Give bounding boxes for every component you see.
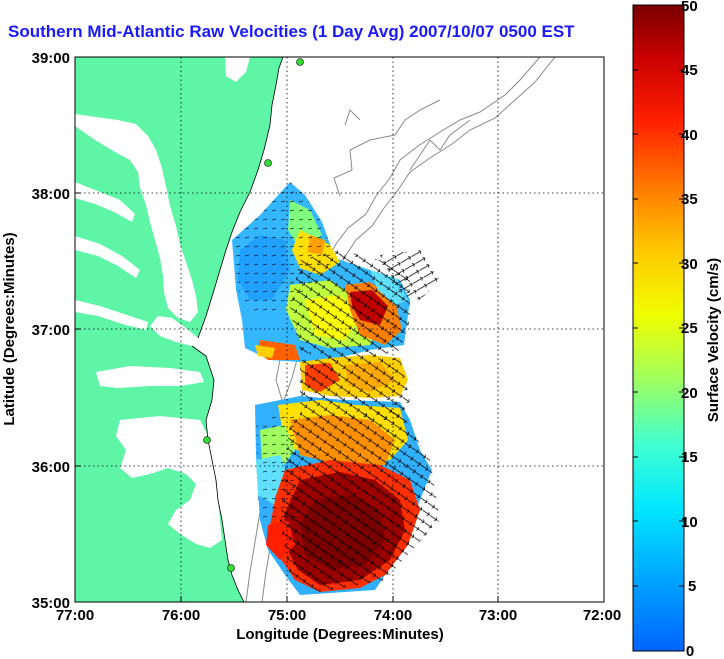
colorbar xyxy=(632,4,685,652)
colorbar-tick-label: 40 xyxy=(681,127,698,144)
x-tick-label: 74:00 xyxy=(374,607,412,624)
x-tick-label: 77:00 xyxy=(56,607,94,624)
y-tick-label: 37:00 xyxy=(32,322,70,339)
colorbar-tick-label: 0 xyxy=(686,643,694,659)
colorbar-ticks xyxy=(633,4,684,587)
x-tick-label: 75:00 xyxy=(268,607,306,624)
colorbar-tick-label: 25 xyxy=(681,320,698,337)
albemarle-sound xyxy=(96,366,204,388)
colorbar-tick-label: 15 xyxy=(681,449,698,466)
colorbar-tick-label: 20 xyxy=(681,385,698,402)
grid-lines xyxy=(75,57,604,602)
rappahannock-river xyxy=(75,236,140,278)
potomac-river xyxy=(75,182,135,222)
velocity-vectors-south xyxy=(280,410,440,592)
velocity-vectors-band xyxy=(300,358,410,420)
velocity-vectors-mid xyxy=(290,250,410,362)
y-tick-label: 36:00 xyxy=(32,459,70,476)
title-clip: Southern Mid-Atlantic Raw Velocities (1 … xyxy=(0,0,630,50)
x-tick-label: 76:00 xyxy=(162,607,200,624)
james-river xyxy=(75,300,148,330)
colorbar-tick-label: 50 xyxy=(681,0,698,15)
pamlico-sound xyxy=(116,416,222,548)
y-axis-label: Latitude (Degrees:Minutes) xyxy=(1,232,18,425)
y-tick-label: 38:00 xyxy=(32,186,70,203)
delaware-bay xyxy=(225,57,250,82)
chesapeake-bay xyxy=(75,114,198,322)
x-axis-label: Longitude (Degrees:Minutes) xyxy=(236,626,444,643)
velocity-vectors-offshore xyxy=(380,250,440,300)
map-layers xyxy=(75,57,604,602)
colorbar-tick-label: 45 xyxy=(681,62,698,79)
colorbar-tick-label: 10 xyxy=(681,514,698,531)
tick-marks xyxy=(74,56,605,603)
colorbar-tick-label: 30 xyxy=(681,256,698,273)
colorbar-label: Surface Velocity (cm/s) xyxy=(705,258,722,422)
map-title: Southern Mid-Atlantic Raw Velocities (1 … xyxy=(8,22,575,41)
x-tick-label: 72:00 xyxy=(583,607,621,624)
y-tick-label: 39:00 xyxy=(32,50,70,67)
y-tick-label: 35:00 xyxy=(32,595,70,612)
colorbar-tick-label: 35 xyxy=(681,191,698,208)
x-tick-label: 73:00 xyxy=(479,607,517,624)
radar-stations xyxy=(203,58,304,572)
colorbar-tick-label: 5 xyxy=(688,578,696,595)
